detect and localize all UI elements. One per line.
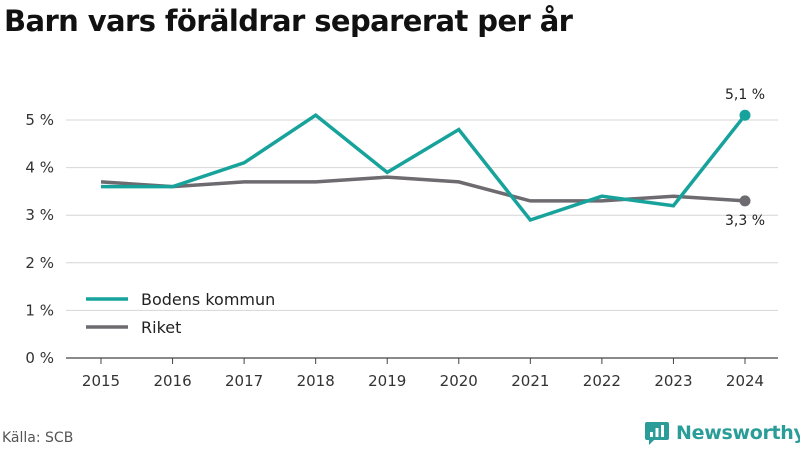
series-end-point xyxy=(739,109,751,121)
x-tick-label: 2016 xyxy=(153,372,191,390)
y-tick-label: 4 % xyxy=(25,159,54,177)
series-end-point xyxy=(739,195,751,207)
chart-title: Barn vars föräldrar separerat per år xyxy=(4,4,573,38)
series-line-1 xyxy=(100,175,746,203)
legend: Bodens kommun Riket xyxy=(86,290,275,337)
y-tick-label: 3 % xyxy=(25,206,54,224)
series-end-label: 3,3 % xyxy=(725,213,765,229)
series-lines: 5,1 % 3,3 % xyxy=(100,87,765,229)
newsworthy-logo-icon xyxy=(645,422,669,445)
brand-name: Newsworthy xyxy=(676,422,800,444)
x-tick-label: 2017 xyxy=(225,372,263,390)
x-tick-label: 2019 xyxy=(368,372,406,390)
y-tick-label: 0 % xyxy=(25,349,54,367)
axes: 0 % 1 % 2 % 3 % 4 % 5 % 2015 2016 2017 2018 2019 20… xyxy=(25,111,764,390)
legend-label: Riket xyxy=(141,318,181,337)
series-line-0 xyxy=(101,113,747,223)
x-tick-label: 2022 xyxy=(583,372,621,390)
x-tick-label: 2020 xyxy=(440,372,478,390)
y-tick-label: 2 % xyxy=(25,254,54,272)
brand-logo: Newsworthy xyxy=(644,420,800,446)
y-tick-label: 1 % xyxy=(25,301,54,319)
y-tick-label: 5 % xyxy=(25,111,54,129)
x-tick-label: 2024 xyxy=(726,372,764,390)
series-end-label: 5,1 % xyxy=(725,87,765,103)
legend-label: Bodens kommun xyxy=(141,290,275,309)
x-tick-label: 2023 xyxy=(654,372,692,390)
x-tick-label: 2018 xyxy=(297,372,335,390)
x-tick-label: 2015 xyxy=(82,372,120,390)
x-tick-label: 2021 xyxy=(511,372,549,390)
source-note: Källa: SCB xyxy=(2,430,74,446)
grid xyxy=(66,119,778,359)
